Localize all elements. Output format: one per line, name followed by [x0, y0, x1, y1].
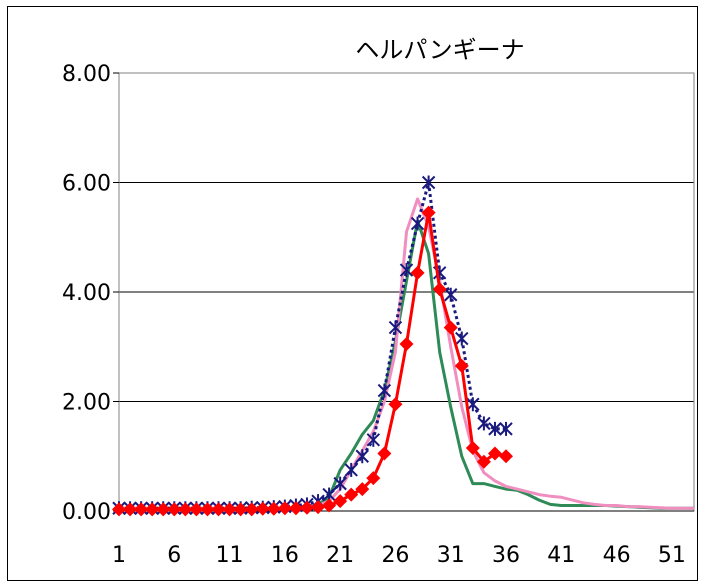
data-point — [233, 502, 248, 517]
data-point — [200, 502, 215, 517]
chart-frame — [7, 6, 698, 581]
x-tick-label: 31 — [437, 543, 465, 568]
data-point — [134, 502, 149, 517]
data-point — [499, 421, 513, 436]
grid — [119, 182, 694, 402]
y-tick-label: 2.00 — [62, 391, 111, 416]
data-point — [399, 263, 414, 278]
data-point — [455, 331, 469, 346]
chart-title: ヘルパンギーナ — [355, 36, 524, 64]
x-tick-label: 36 — [492, 543, 520, 568]
data-point — [421, 205, 436, 220]
x-tick-label: 41 — [547, 543, 575, 568]
series — [112, 175, 694, 517]
data-point — [333, 476, 347, 491]
y-axis: 0.00 2.00 4.00 6.00 8.00 — [62, 62, 119, 525]
data-point — [178, 502, 193, 517]
data-point — [366, 471, 381, 486]
data-point — [156, 502, 171, 517]
y-tick-label: 4.00 — [62, 281, 111, 306]
data-point — [465, 441, 480, 456]
data-point — [399, 337, 414, 352]
series-line — [119, 182, 506, 510]
data-point — [488, 421, 502, 436]
data-point — [477, 416, 491, 431]
series-line — [119, 197, 694, 510]
x-tick-label: 1 — [112, 543, 126, 568]
data-point — [421, 175, 436, 190]
data-point — [277, 501, 292, 516]
x-tick-label: 46 — [603, 543, 631, 568]
data-point — [299, 500, 314, 515]
data-point — [333, 494, 348, 509]
data-point — [377, 383, 392, 398]
x-tick-label: 16 — [271, 543, 299, 568]
series-1 — [119, 197, 694, 510]
data-point — [476, 454, 491, 469]
data-point — [499, 449, 514, 464]
series-2 — [112, 175, 513, 516]
data-point — [311, 500, 326, 515]
data-point — [211, 502, 226, 517]
data-point — [123, 502, 138, 517]
data-point — [112, 502, 126, 517]
data-point — [410, 216, 425, 231]
data-point — [432, 282, 447, 297]
series-line — [119, 211, 507, 511]
data-point — [355, 482, 370, 497]
data-point — [189, 502, 204, 517]
data-point — [366, 432, 381, 447]
data-point — [222, 502, 237, 517]
data-point — [443, 320, 458, 335]
x-tick-label: 21 — [326, 543, 354, 568]
data-point — [255, 501, 270, 516]
data-point — [355, 449, 369, 464]
series-3 — [112, 205, 514, 517]
data-point — [454, 358, 469, 373]
y-tick-label: 8.00 — [62, 62, 111, 87]
y-tick-label: 0.00 — [62, 500, 111, 525]
data-point — [244, 502, 259, 517]
data-point — [167, 502, 182, 517]
x-tick-label: 26 — [381, 543, 409, 568]
data-point — [377, 446, 392, 461]
data-point — [288, 501, 303, 516]
data-point — [266, 501, 281, 516]
data-point — [410, 265, 425, 280]
x-axis: 1 6 11 16 21 26 31 36 41 46 51 — [112, 510, 694, 568]
data-point — [322, 498, 337, 513]
x-tick-label: 6 — [167, 543, 181, 568]
data-point — [344, 487, 359, 502]
x-tick-label: 11 — [216, 543, 244, 568]
data-point — [487, 446, 502, 461]
y-tick-label: 6.00 — [62, 172, 111, 197]
x-tick-label: 51 — [658, 543, 686, 568]
data-point — [145, 502, 160, 517]
data-point — [388, 397, 403, 412]
data-point — [444, 287, 458, 302]
data-point — [344, 462, 358, 477]
data-point — [388, 320, 403, 335]
